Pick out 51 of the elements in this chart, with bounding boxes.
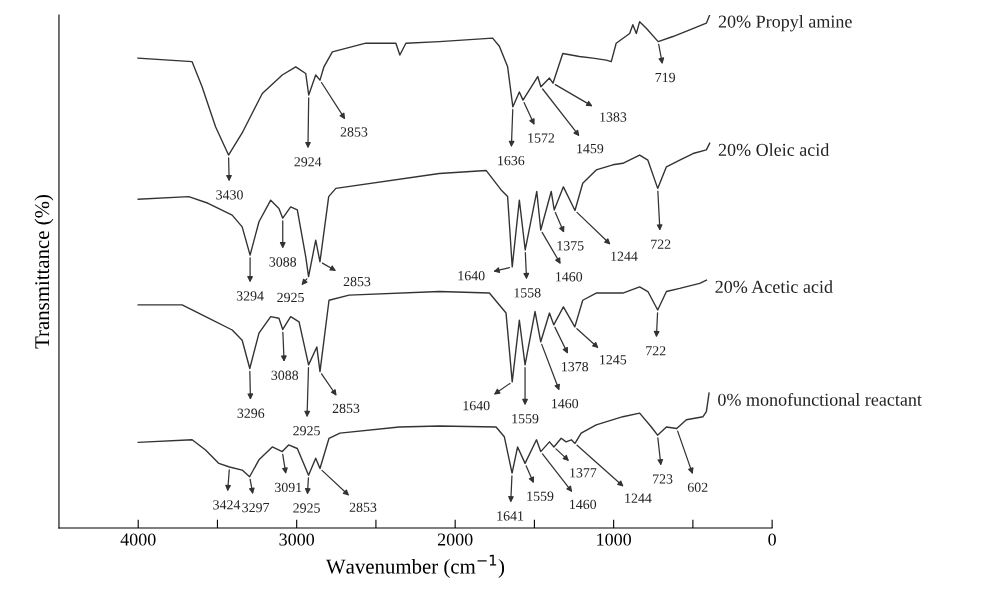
- annotation: 3088: [271, 370, 299, 380]
- annotation: 2853: [343, 276, 371, 287]
- series-label: 20% Acetic acid: [715, 280, 833, 293]
- annotation: 1640: [463, 400, 490, 411]
- annotation: 1460: [556, 272, 583, 282]
- annotation: 722: [651, 239, 671, 249]
- annotation: 602: [687, 482, 708, 492]
- annotation: 1377: [570, 468, 597, 478]
- annotation: 3424: [213, 500, 241, 510]
- annotation: 1375: [557, 241, 584, 251]
- x-tick-label: 3000: [279, 533, 315, 546]
- x-tick-label: 2000: [437, 533, 473, 546]
- annotation: 723: [653, 474, 673, 484]
- annotation: 1245: [600, 355, 627, 365]
- annotation: 2924: [294, 157, 322, 167]
- annotation: 1558: [514, 288, 541, 298]
- x-tick-label: 0: [768, 533, 776, 546]
- annotation: 1459: [577, 143, 604, 154]
- annotation: 2925: [293, 503, 320, 513]
- annotation: 722: [646, 346, 666, 356]
- annotation: 2853: [332, 403, 360, 414]
- x-tick-label: 4000: [120, 533, 156, 546]
- annotation: 3296: [237, 408, 265, 418]
- annotation: 3430: [216, 190, 243, 200]
- annotation: 1636: [498, 155, 525, 166]
- annotation: 2853: [340, 127, 368, 137]
- x-axis-title: Wavenumber (cm$^{−1}$): [325, 554, 505, 578]
- y-axis-title: Transmittance (%): [34, 194, 54, 349]
- annotation: 2925: [277, 292, 304, 303]
- annotation: 3088: [269, 257, 297, 267]
- annotation: 2925: [293, 426, 320, 436]
- annotation: 1460: [552, 398, 579, 409]
- annotation: 1460: [570, 499, 597, 510]
- annotation: 1559: [527, 491, 554, 501]
- annotation: 1378: [562, 361, 589, 372]
- annotation: 2853: [349, 502, 377, 512]
- series-label: 20% Oleic acid: [718, 143, 830, 157]
- annotation: 3294: [236, 291, 264, 301]
- annotation: 1383: [600, 112, 627, 122]
- x-tick-label: 1000: [597, 533, 632, 546]
- annotation: 1572: [528, 133, 555, 143]
- annotation: 1244: [625, 493, 652, 503]
- annotation: 1244: [611, 251, 638, 261]
- series-label: 20% Propyl amine: [718, 14, 852, 32]
- annotation: 3297: [242, 502, 270, 513]
- annotation: 3091: [275, 482, 302, 493]
- annotation: 1559: [512, 414, 539, 424]
- annotation: 1640: [458, 271, 485, 281]
- annotation: 1641: [497, 511, 524, 521]
- annotation: 719: [655, 72, 676, 83]
- series-label: 0% monofunctional reactant: [718, 392, 922, 406]
